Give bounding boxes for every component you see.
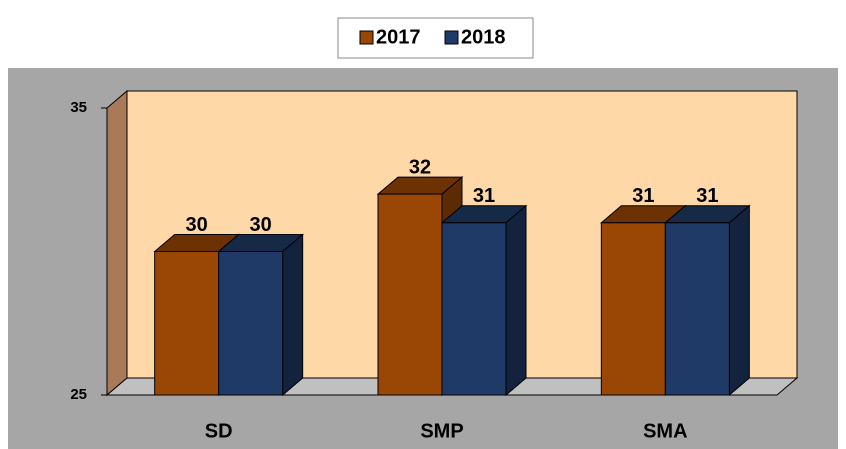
legend-swatch xyxy=(444,30,459,45)
side-wall xyxy=(106,89,128,397)
bar xyxy=(663,204,751,397)
bar-front xyxy=(664,222,730,396)
legend-label: 2017 xyxy=(376,26,421,48)
bar-front xyxy=(154,251,220,396)
bar-side xyxy=(282,233,304,397)
bar xyxy=(440,204,528,397)
y-tick-label: 35 xyxy=(70,99,87,116)
value-label: 32 xyxy=(409,156,431,178)
value-label: 31 xyxy=(696,185,718,207)
x-tick-label: SMA xyxy=(643,420,687,442)
legend-label: 2018 xyxy=(461,26,506,48)
legend-swatch xyxy=(359,30,374,45)
legend: 2017 2018 xyxy=(359,26,506,48)
bar xyxy=(217,233,305,397)
value-label: 31 xyxy=(473,185,495,207)
y-tick-label: 25 xyxy=(70,386,87,403)
value-label: 31 xyxy=(632,185,654,207)
x-tick-label: SD xyxy=(205,420,233,442)
value-label: 30 xyxy=(186,214,208,236)
bar-front xyxy=(218,251,284,396)
bar-front xyxy=(441,222,507,396)
value-label: 30 xyxy=(250,214,272,236)
bar-side xyxy=(728,204,750,397)
bar-front xyxy=(600,222,666,396)
bar-side xyxy=(505,204,527,397)
bar-front xyxy=(377,193,443,396)
x-tick-label: SMP xyxy=(420,420,463,442)
